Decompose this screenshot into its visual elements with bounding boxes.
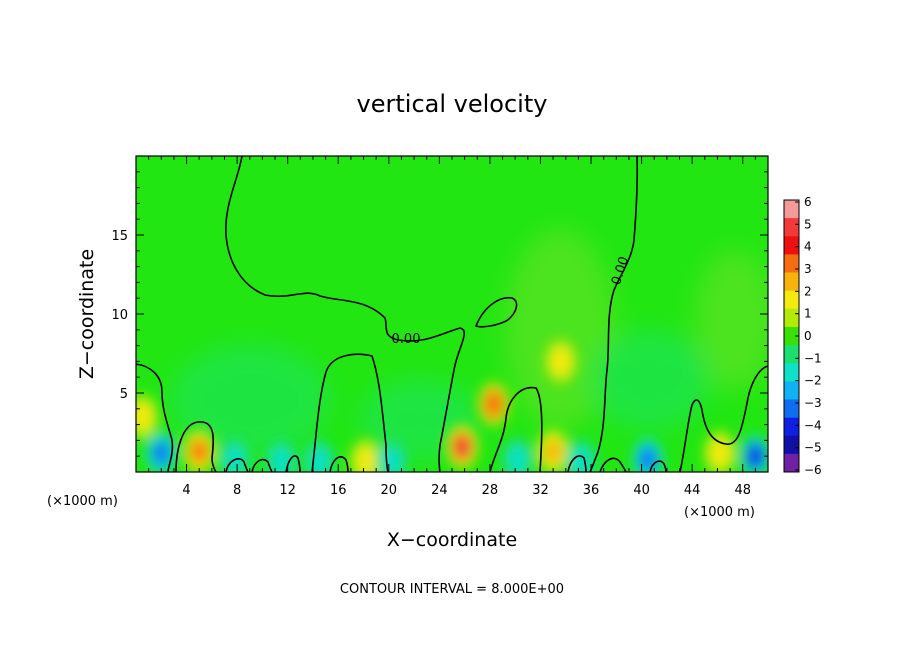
x-tick-label: 8	[233, 483, 241, 498]
velocity-cell	[709, 439, 730, 468]
velocity-cell	[154, 443, 169, 464]
colorbar-swatch	[784, 417, 799, 437]
velocity-cells	[136, 339, 768, 472]
colorbar-swatch	[784, 308, 799, 328]
contour-line	[589, 156, 639, 472]
contour-line	[175, 421, 217, 472]
background-shading	[590, 330, 710, 430]
velocity-cell	[485, 392, 502, 416]
x-tick-label: 12	[279, 483, 296, 498]
colorbar-label: 5	[804, 217, 812, 231]
colorbar-swatch	[784, 381, 799, 400]
colorbar-swatch	[784, 272, 799, 291]
colorbar-swatch	[784, 254, 799, 273]
contour-line	[599, 457, 627, 472]
velocity-cell	[381, 446, 402, 472]
y-axis: 5 10 15	[111, 171, 768, 457]
y-tick-label: 10	[111, 308, 128, 323]
x-tick-label: 16	[330, 483, 347, 498]
chart-title: vertical velocity	[357, 90, 548, 118]
colorbar-swatch	[784, 200, 799, 219]
colorbar: 6 5 4 3 2 1 0 −1 −2 −3 −4 −5 −6	[783, 195, 822, 477]
velocity-cell	[136, 402, 153, 431]
x-axis-label: X−coordinate	[387, 529, 517, 551]
colorbar-label: −3	[804, 396, 822, 410]
contour-line	[489, 386, 543, 472]
y-tick-label: 15	[111, 229, 128, 244]
zero-contours	[136, 156, 768, 472]
colorbar-swatch	[784, 290, 799, 310]
contour-line	[225, 156, 465, 472]
x-tick-label: 32	[532, 483, 549, 498]
contour-line	[311, 353, 389, 472]
background-shading	[505, 230, 615, 430]
colorbar-label: 6	[804, 195, 812, 209]
colorbar-label: −6	[804, 463, 822, 477]
x-tick-label: 4	[182, 483, 190, 498]
velocity-cell	[640, 449, 655, 470]
x-axis-unit: (×1000 m)	[684, 505, 755, 520]
velocity-cell	[356, 446, 377, 472]
x-tick-label: 44	[684, 483, 701, 498]
contour-line	[251, 458, 273, 472]
x-axis: 4 8 12 16 20 24 28 32 36 40 44 48	[148, 156, 756, 498]
background-shading	[695, 250, 768, 390]
colorbar-label: 4	[804, 240, 812, 254]
colorbar-swatch	[784, 399, 799, 418]
y-axis-label: Z−coordinate	[76, 249, 98, 379]
contour-line	[679, 365, 768, 472]
x-tick-label: 20	[381, 483, 398, 498]
plot-area	[136, 156, 768, 472]
velocity-cell	[570, 446, 591, 472]
contour-label: 0.00	[392, 332, 421, 347]
contour-line	[474, 297, 518, 328]
colorbar-label: −5	[804, 441, 822, 455]
x-tick-label: 28	[482, 483, 499, 498]
velocity-cell	[748, 446, 763, 467]
contour-line	[649, 460, 667, 472]
colorbar-swatch	[784, 345, 799, 364]
x-tick-label: 24	[431, 483, 448, 498]
colorbar-label: −2	[804, 374, 822, 388]
colorbar-label: 0	[804, 329, 812, 343]
colorbar-label: −4	[804, 418, 822, 432]
colorbar-swatch	[784, 218, 799, 237]
colorbar-label: 3	[804, 262, 812, 276]
velocity-cell	[545, 440, 562, 463]
z-axis-unit: (×1000 m)	[47, 494, 118, 509]
velocity-cell	[550, 347, 571, 376]
colorbar-swatch	[784, 435, 799, 455]
contour-line	[567, 455, 587, 472]
x-tick-label: 40	[633, 483, 650, 498]
contour-interval-note: CONTOUR INTERVAL = 8.000E+00	[340, 582, 564, 597]
x-tick-label: 36	[583, 483, 600, 498]
contour-line	[329, 456, 349, 472]
velocity-cell	[192, 441, 207, 462]
colorbar-label: 2	[804, 284, 812, 298]
colorbar-label: 1	[804, 307, 812, 321]
contour-line	[136, 363, 174, 472]
velocity-cell	[224, 445, 245, 472]
colorbar-swatch	[784, 363, 799, 382]
velocity-cell	[455, 437, 469, 456]
y-tick-label: 5	[120, 387, 128, 402]
colorbar-label: −1	[804, 351, 822, 365]
colorbar-swatch	[784, 326, 799, 346]
colorbar-swatch	[784, 236, 799, 255]
x-tick-label: 48	[734, 483, 751, 498]
velocity-cell	[507, 445, 528, 472]
contour-line	[225, 458, 249, 472]
colorbar-swatch	[784, 453, 799, 473]
velocity-cell	[271, 446, 292, 472]
